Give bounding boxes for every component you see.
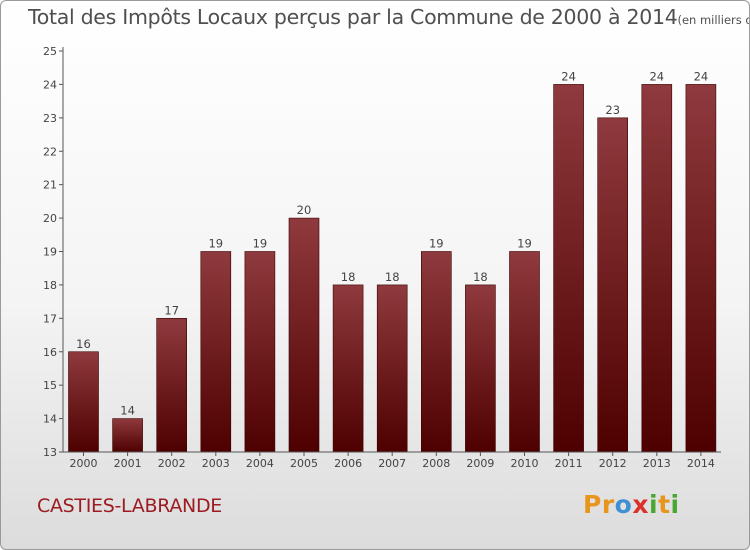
bar: [288, 217, 320, 453]
y-tick-label: 24: [43, 78, 57, 91]
bar: [376, 284, 408, 453]
x-tick-label: 2007: [378, 457, 406, 470]
x-tick-label: 2004: [246, 457, 274, 470]
bar: [465, 284, 496, 453]
bar-value-label: 23: [605, 103, 620, 117]
bar: [509, 251, 540, 453]
bar-value-label: 19: [429, 237, 444, 251]
bar-value-label: 14: [120, 404, 135, 418]
x-tick-label: 2003: [202, 457, 230, 470]
bar: [200, 251, 232, 453]
bar-value-label: 19: [517, 237, 532, 251]
x-tick-label: 2014: [687, 457, 715, 470]
bar-value-label: 17: [164, 303, 179, 317]
bar-value-label: 18: [473, 270, 488, 284]
x-tick-label: 2010: [511, 457, 539, 470]
bar: [685, 84, 717, 453]
y-tick-label: 19: [43, 246, 57, 259]
x-tick-label: 2005: [290, 457, 318, 470]
bar-value-label: 19: [253, 237, 268, 251]
x-tick-label: 2000: [70, 457, 98, 470]
axes-group: 2000 2001 2002 2003 2004 2005 2006 2007 2008 2009…: [43, 45, 721, 470]
y-tick-label: 16: [43, 346, 57, 359]
bar-value-label: 20: [297, 203, 312, 217]
y-tick-label: 18: [43, 279, 57, 292]
x-tick-label: 2006: [334, 457, 362, 470]
y-tick-label: 21: [43, 179, 57, 192]
x-tick-label: 2012: [599, 457, 627, 470]
title-main: Total des Impôts Locaux perçus par la Co…: [28, 5, 678, 29]
logo-letter: P: [583, 490, 602, 519]
bar: [156, 318, 187, 453]
x-tick-label: 2011: [555, 457, 583, 470]
bar-value-label: 18: [385, 270, 400, 284]
bar: [553, 84, 584, 453]
y-tick-label: 17: [43, 312, 57, 325]
bar: [420, 251, 452, 453]
x-tick-label: 2008: [422, 457, 450, 470]
y-tick-label: 25: [43, 45, 57, 58]
logo-letter: x: [632, 490, 649, 519]
proxiti-logo[interactable]: Proxiti: [583, 490, 680, 519]
title-unit: (en milliers d'€): [677, 13, 749, 27]
y-tick-label: 14: [43, 413, 57, 426]
bars-group: 16 14 17 19 19 20 18 18 19 18 19 24 23 24 24: [68, 69, 717, 453]
bar: [68, 351, 99, 453]
x-tick-label: 2001: [114, 457, 142, 470]
bar: [597, 117, 629, 453]
bar-value-label: 19: [208, 237, 223, 251]
bar: [244, 251, 276, 453]
bar-value-label: 18: [341, 270, 356, 284]
bar-value-label: 24: [561, 69, 576, 83]
logo-letter: i: [649, 490, 659, 519]
bar-value-label: 24: [694, 69, 709, 83]
bar: [112, 418, 143, 453]
bar-value-label: 16: [76, 337, 91, 351]
x-tick-label: 2013: [643, 457, 671, 470]
bar: [332, 284, 364, 453]
bar: [641, 84, 673, 453]
y-tick-label: 20: [43, 212, 57, 225]
logo-letter: t: [658, 490, 671, 519]
x-tick-label: 2009: [466, 457, 494, 470]
y-tick-label: 22: [43, 145, 57, 158]
y-tick-label: 23: [43, 112, 57, 125]
y-tick-label: 15: [43, 379, 57, 392]
chart-title: Total des Impôts Locaux perçus par la Co…: [28, 5, 749, 29]
x-tick-label: 2002: [158, 457, 186, 470]
logo-letter: i: [670, 490, 680, 519]
bar-value-label: 24: [649, 69, 664, 83]
logo-letter: r: [601, 490, 615, 519]
y-tick-label: 13: [43, 446, 57, 459]
logo-letter: o: [614, 490, 633, 519]
commune-name: CASTIES-LABRANDE: [37, 495, 222, 517]
